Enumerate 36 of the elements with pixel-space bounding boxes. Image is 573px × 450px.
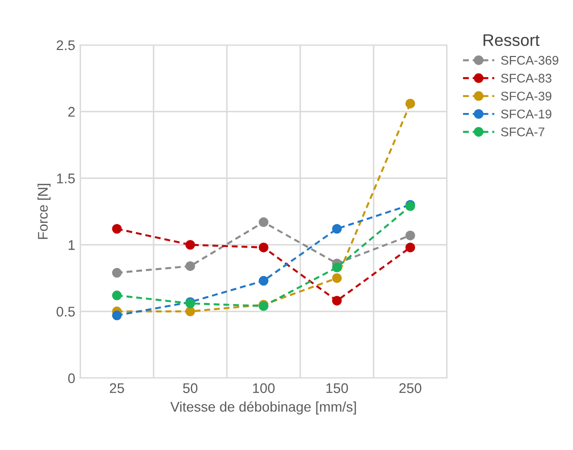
point (185, 306, 196, 316)
y-tick-label: 2.5 (56, 40, 75, 50)
point (112, 224, 122, 234)
point (332, 262, 342, 272)
x-tick-label: 150 (326, 383, 348, 394)
x-axis-title: Vitesse de débobinage [mm/s] (170, 401, 356, 414)
x-tick-label: 100 (253, 383, 275, 394)
point (185, 261, 196, 271)
point (258, 217, 268, 228)
point (112, 268, 122, 278)
y-tick-label: 1 (68, 240, 75, 250)
point (185, 240, 196, 250)
point (405, 230, 416, 240)
y-axis-title: Force [N] (38, 184, 50, 239)
point (405, 242, 416, 252)
point (258, 276, 268, 286)
point (112, 310, 122, 320)
y-tick-label: 2 (68, 106, 75, 117)
point (332, 296, 342, 306)
legend-title: Ressort (484, 34, 540, 46)
legend-label: SFCA-19 (501, 110, 552, 118)
legend-label: SFCA-7 (501, 127, 544, 136)
point (405, 98, 416, 108)
point (112, 290, 122, 300)
point (332, 224, 342, 234)
legend-label: SFCA-83 (501, 74, 552, 83)
x-tick-label: 50 (183, 383, 198, 394)
point (258, 242, 268, 252)
y-tick-label: 0 (68, 373, 75, 384)
y-tick-label: 0.5 (56, 306, 75, 317)
legend-label: SFCA-39 (501, 92, 552, 101)
x-tick-label: 25 (110, 383, 124, 394)
y-tick-label: 1.5 (57, 174, 75, 184)
x-tick-label: 250 (399, 383, 422, 394)
point (332, 273, 342, 283)
legend-label: SFCA-369 (501, 56, 558, 65)
